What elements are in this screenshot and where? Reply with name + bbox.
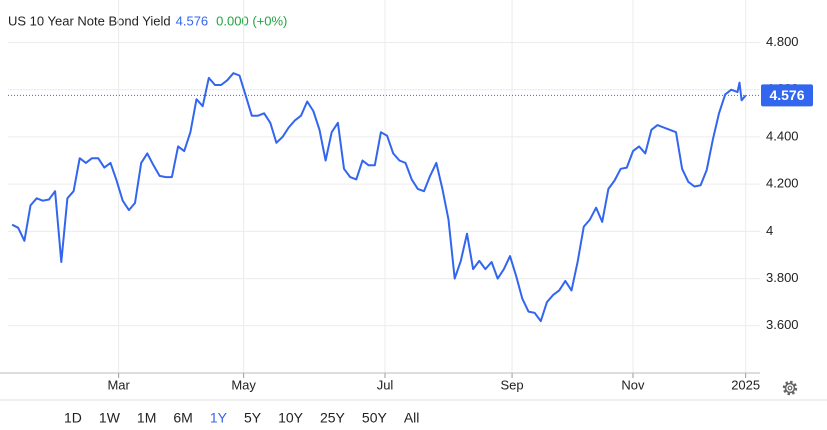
range-button[interactable]: 10Y — [278, 410, 304, 426]
y-tick-label: 4.800 — [766, 34, 799, 49]
x-tick-label: May — [231, 377, 256, 392]
x-tick-label: Sep — [500, 377, 523, 392]
range-button[interactable]: 50Y — [362, 410, 388, 426]
range-button[interactable]: 25Y — [320, 410, 346, 426]
x-tick-label: Mar — [107, 377, 130, 392]
x-tick-label: Nov — [621, 377, 645, 392]
price: 4.576 — [176, 13, 209, 28]
current-value-box — [761, 84, 813, 107]
range-button[interactable]: All — [404, 410, 420, 426]
range-button[interactable]: 5Y — [244, 410, 262, 426]
y-tick-label: 4.400 — [766, 128, 799, 143]
y-tick-label: 4.200 — [766, 176, 799, 191]
range-button[interactable]: 1W — [99, 410, 121, 426]
range-button[interactable]: 1M — [137, 410, 156, 426]
x-tick-label: Jul — [377, 377, 394, 392]
change: 0.000 (+0%) — [216, 13, 287, 28]
y-tick-label: 3.800 — [766, 270, 799, 285]
x-tick-label: 2025 — [731, 377, 760, 392]
y-tick-label: 3.600 — [766, 317, 799, 332]
range-button[interactable]: 1Y — [210, 410, 228, 426]
range-button[interactable]: 1D — [64, 410, 82, 426]
series-line — [11, 72, 747, 323]
range-button[interactable]: 6M — [173, 410, 192, 426]
y-tick-label: 4 — [766, 223, 773, 238]
instrument-title: US 10 Year Note Bond Yield — [8, 13, 171, 28]
grid — [8, 0, 760, 373]
settings-icon[interactable] — [782, 380, 798, 396]
current-value-label: 4.576 — [769, 87, 804, 103]
